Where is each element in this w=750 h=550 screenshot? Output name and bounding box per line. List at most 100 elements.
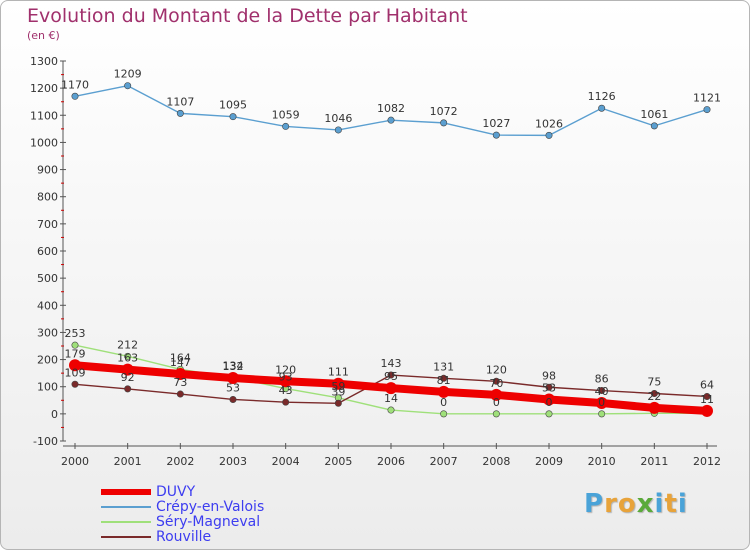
x-tick-label: 2009 xyxy=(535,455,563,468)
data-label-duvy: 81 xyxy=(437,374,451,387)
x-tick-label: 2012 xyxy=(693,455,721,468)
data-point-rouville xyxy=(282,398,290,406)
data-point-rouville xyxy=(650,389,658,397)
x-tick-label: 2002 xyxy=(166,455,194,468)
data-point-rouville xyxy=(229,395,237,403)
data-label-duvy: 179 xyxy=(65,347,86,360)
data-label-crepy-en-valois: 1059 xyxy=(272,108,300,121)
data-label-crepy-en-valois: 1209 xyxy=(114,68,142,81)
data-label-sery-magneval: 253 xyxy=(65,327,86,340)
y-tick-label: 800 xyxy=(37,191,58,204)
data-point-duvy xyxy=(385,382,397,395)
data-point-rouville xyxy=(71,380,79,388)
data-label-duvy: 120 xyxy=(275,363,296,376)
data-label-sery-magneval: 59 xyxy=(331,380,345,393)
data-point-crepy-en-valois xyxy=(703,106,711,114)
data-label-rouville: 98 xyxy=(542,369,556,382)
data-point-rouville xyxy=(545,383,553,391)
data-label-sery-magneval: 212 xyxy=(117,338,138,351)
legend-swatch-duvy xyxy=(101,489,151,495)
data-label-rouville: 75 xyxy=(647,376,661,389)
data-label-duvy: 95 xyxy=(384,370,398,383)
legend-swatch-sery-magneval xyxy=(101,521,151,523)
data-label-crepy-en-valois: 1107 xyxy=(166,95,194,108)
data-point-duvy xyxy=(121,363,134,376)
data-point-crepy-en-valois xyxy=(229,113,237,121)
data-label-duvy: 132 xyxy=(223,360,244,373)
data-label-rouville: 86 xyxy=(595,373,609,386)
data-point-duvy xyxy=(279,375,292,388)
x-tick-label: 2008 xyxy=(482,455,510,468)
data-point-rouville xyxy=(703,392,711,400)
data-label-duvy: 70 xyxy=(489,377,503,390)
data-point-duvy xyxy=(543,393,555,406)
data-label-sery-magneval: 0 xyxy=(493,396,500,409)
x-tick-label: 2001 xyxy=(114,455,142,468)
data-point-rouville xyxy=(598,387,606,395)
y-tick-label: 1200 xyxy=(30,82,58,95)
data-label-rouville: 43 xyxy=(279,384,293,397)
data-point-sery-magneval xyxy=(387,406,395,414)
data-label-crepy-en-valois: 1121 xyxy=(693,92,721,105)
data-point-rouville xyxy=(387,371,395,379)
data-label-crepy-en-valois: 1061 xyxy=(640,108,668,121)
x-tick-label: 2011 xyxy=(640,455,668,468)
data-label-rouville: 64 xyxy=(700,378,714,391)
legend-item-crepy-en-valois: Crépy-en-Valois xyxy=(101,499,361,515)
y-tick-label: 900 xyxy=(37,164,58,177)
legend-label-sery-magneval: Séry-Magneval xyxy=(156,514,261,530)
data-label-sery-magneval: 0 xyxy=(546,396,553,409)
y-tick-label: 300 xyxy=(37,326,58,339)
y-tick-label: 700 xyxy=(37,218,58,231)
y-tick-label: 1100 xyxy=(30,109,58,122)
data-point-duvy xyxy=(490,388,503,401)
y-tick-label: 600 xyxy=(37,245,58,258)
legend: DUVY Crépy-en-Valois Séry-Magneval Rouvi… xyxy=(101,484,361,545)
x-tick-label: 2006 xyxy=(377,455,405,468)
data-label-rouville: 109 xyxy=(65,366,86,379)
data-point-crepy-en-valois xyxy=(334,126,342,134)
data-point-sery-magneval xyxy=(440,410,448,418)
data-point-crepy-en-valois xyxy=(545,131,553,139)
data-label-rouville: 92 xyxy=(121,371,135,384)
data-point-rouville xyxy=(492,377,500,385)
data-label-sery-magneval: 0 xyxy=(440,396,447,409)
x-tick-label: 2010 xyxy=(588,455,616,468)
legend-item-duvy: DUVY xyxy=(101,484,361,500)
data-label-duvy: 147 xyxy=(170,356,191,369)
data-label-crepy-en-valois: 1126 xyxy=(588,90,616,103)
chart-title: Evolution du Montant de la Dette par Hab… xyxy=(27,5,468,27)
data-point-sery-magneval xyxy=(124,352,132,360)
data-label-rouville: 120 xyxy=(486,363,507,376)
data-label-rouville: 53 xyxy=(226,381,240,394)
data-label-rouville: 143 xyxy=(381,357,402,370)
data-label-sery-magneval: 0 xyxy=(598,396,605,409)
data-label-sery-magneval: 93 xyxy=(279,371,293,384)
data-point-duvy xyxy=(595,397,608,409)
legend-item-sery-magneval: Séry-Magneval xyxy=(101,514,361,530)
chart-subtitle: (en €) xyxy=(27,29,60,42)
y-tick-label: 1300 xyxy=(30,55,58,68)
data-point-crepy-en-valois xyxy=(440,119,448,127)
x-tick-label: 2003 xyxy=(219,455,247,468)
x-tick-label: 2005 xyxy=(324,455,352,468)
data-label-crepy-en-valois: 1027 xyxy=(482,117,510,130)
y-tick-label: 200 xyxy=(37,354,58,367)
data-point-crepy-en-valois xyxy=(71,92,79,100)
data-point-sery-magneval xyxy=(545,410,553,418)
data-point-crepy-en-valois xyxy=(492,131,500,139)
data-point-crepy-en-valois xyxy=(387,116,395,124)
legend-label-duvy: DUVY xyxy=(156,484,196,500)
y-tick-label: -100 xyxy=(33,435,58,448)
data-point-rouville xyxy=(334,399,342,407)
data-point-sery-magneval xyxy=(71,341,79,349)
data-label-duvy: 53 xyxy=(542,381,556,394)
legend-swatch-rouville xyxy=(101,536,151,538)
data-point-duvy xyxy=(648,401,661,414)
data-label-crepy-en-valois: 1095 xyxy=(219,99,247,112)
data-point-crepy-en-valois xyxy=(176,109,184,117)
data-point-sery-magneval xyxy=(598,410,606,418)
data-point-duvy xyxy=(227,372,239,385)
